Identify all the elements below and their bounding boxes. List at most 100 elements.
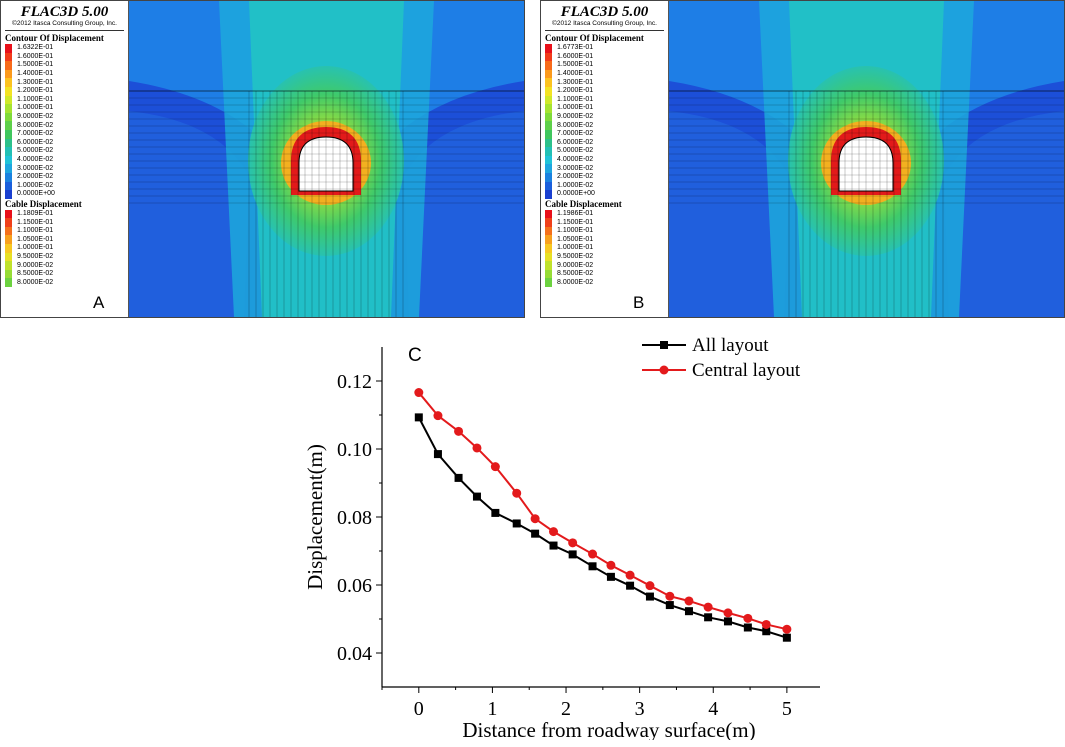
contour-legend-swatch	[5, 190, 12, 199]
x-tick-label: 4	[708, 698, 718, 720]
copyright-text: ©2012 Itasca Consulting Group, Inc.	[5, 20, 124, 31]
contour-legend-entry: 1.0000E-01	[545, 104, 664, 113]
contour-legend-entry: 4.0000E-02	[5, 155, 124, 165]
right-zone	[404, 111, 524, 317]
contour-legend-value: 4.0000E-02	[557, 156, 594, 164]
data-point-all-layout	[606, 572, 615, 581]
data-point-central-layout	[568, 538, 578, 548]
contour-legend-entry: 1.1000E-01	[545, 95, 664, 105]
cable-legend-swatch	[545, 235, 552, 245]
data-point-central-layout	[433, 411, 443, 421]
contour-legend-entry: 5.0000E-02	[545, 147, 664, 156]
cable-legend-entry: 8.0000E-02	[545, 278, 664, 288]
data-point-central-layout	[490, 462, 500, 472]
contour-legend-entry: 1.4000E-01	[545, 69, 664, 79]
contour-legend-value: 2.0000E-02	[17, 173, 54, 181]
y-tick-label: 0.10	[337, 439, 372, 461]
contour-legend-entry: 1.1000E-01	[5, 95, 124, 105]
left-zone	[129, 111, 249, 317]
contour-legend-entry: 3.0000E-02	[545, 164, 664, 173]
data-point-central-layout	[530, 514, 540, 524]
y-tick-label: 0.08	[337, 507, 372, 529]
legend-marker	[659, 365, 669, 375]
contour-legend-entry: 1.3000E-01	[5, 78, 124, 87]
contour-legend-swatch	[545, 164, 552, 173]
data-point-central-layout	[743, 613, 753, 623]
contour-legend-value: 9.0000E-02	[557, 113, 594, 121]
contour-legend-entry: 5.0000E-02	[5, 147, 124, 156]
roadway-opening	[298, 136, 354, 192]
cable-legend-swatch	[545, 244, 552, 253]
contour-legend-value: 1.0000E-02	[557, 181, 594, 189]
mesh-grid	[129, 90, 524, 317]
cable-legend-value: 8.0000E-02	[557, 278, 594, 286]
contour-legend-value: 1.0000E-02	[17, 181, 54, 189]
data-point-central-layout	[414, 388, 424, 398]
contour-legend-swatch	[5, 112, 12, 122]
data-point-central-layout	[454, 426, 464, 436]
contour-legend-value: 1.4000E-01	[17, 70, 54, 78]
data-point-all-layout	[472, 492, 481, 501]
cable-legend-swatch	[545, 218, 552, 227]
contour-legend-entry: 2.0000E-02	[5, 172, 124, 182]
y-tick-label: 0.12	[337, 371, 372, 393]
data-point-all-layout	[588, 562, 597, 571]
data-point-central-layout	[782, 624, 792, 634]
cable-legend-swatch	[5, 244, 12, 253]
contour-legend-swatch	[545, 147, 552, 156]
contour-legend: 1.6773E-01 1.6000E-01 1.5000E-01 1.4000E-01…	[545, 44, 664, 199]
simulation-panel-a: FLAC3D 5.00 ©2012 Itasca Consulting Grou…	[0, 0, 525, 318]
cable-legend-value: 1.1500E-01	[557, 218, 594, 226]
contour-legend-swatch	[5, 86, 12, 96]
data-point-central-layout	[512, 488, 522, 498]
cable-legend-swatch	[5, 269, 12, 279]
contour-legend-value: 1.0000E-01	[557, 104, 594, 112]
cable-legend: 1.1809E-01 1.1500E-01 1.1000E-01 1.0500E-01…	[5, 209, 124, 288]
cable-legend-value: 9.0000E-02	[557, 261, 594, 269]
left-zone	[669, 111, 789, 317]
cable-legend-value: 9.5000E-02	[17, 252, 54, 260]
cable-legend-entry: 9.5000E-02	[5, 252, 124, 262]
data-point-central-layout	[684, 596, 694, 606]
data-point-all-layout	[684, 607, 693, 616]
mesh-grid	[669, 90, 1064, 317]
panel-label-a: A	[93, 293, 105, 312]
contour-legend-swatch	[5, 147, 12, 156]
data-point-all-layout	[568, 550, 577, 559]
contour-legend-value: 6.0000E-02	[557, 138, 594, 146]
cable-legend-value: 8.5000E-02	[17, 270, 54, 278]
contour-legend-title: Contour Of Displacement	[5, 33, 104, 43]
simulation-panel-b: FLAC3D 5.00 ©2012 Itasca Consulting Grou…	[540, 0, 1065, 318]
contour-legend-value: 1.2000E-01	[557, 87, 594, 95]
software-title: FLAC3D 5.00	[560, 4, 649, 20]
contour-legend-entry: 7.0000E-02	[545, 129, 664, 139]
copyright-text: ©2012 Itasca Consulting Group, Inc.	[545, 20, 664, 31]
data-point-all-layout	[782, 633, 791, 642]
data-point-central-layout	[606, 560, 616, 570]
x-tick-label: 5	[782, 698, 792, 720]
cable-legend-swatch	[5, 278, 12, 288]
contour-legend-swatch	[545, 104, 552, 113]
cable-legend-swatch	[545, 226, 552, 236]
cable-legend: 1.1986E-01 1.1500E-01 1.1000E-01 1.0500E-01…	[545, 209, 664, 288]
cable-legend-entry: 8.0000E-02	[5, 278, 124, 288]
contour-legend-value: 3.0000E-02	[17, 164, 54, 172]
data-point-all-layout	[549, 541, 558, 550]
contour-legend-value: 1.6773E-01	[557, 44, 594, 52]
contour-legend-swatch	[5, 129, 12, 139]
cable-legend-entry: 1.1809E-01	[5, 209, 124, 219]
cable-legend-swatch	[545, 261, 552, 270]
cable-legend-value: 1.1986E-01	[557, 209, 594, 217]
contour-legend-swatch	[545, 52, 552, 62]
contour-legend-entry: 1.4000E-01	[5, 69, 124, 79]
cable-legend-entry: 1.1986E-01	[545, 209, 664, 219]
contour-legend-swatch	[545, 95, 552, 105]
contour-legend-entry: 0.0000E+00	[5, 190, 124, 199]
data-point-central-layout	[703, 602, 713, 612]
software-title: FLAC3D 5.00	[20, 4, 109, 20]
data-point-all-layout	[512, 519, 521, 528]
contour-legend-value: 8.0000E-02	[557, 121, 594, 129]
contour-legend-swatch	[5, 155, 12, 165]
contour-legend: 1.6322E-01 1.6000E-01 1.5000E-01 1.4000E-01…	[5, 44, 124, 199]
legend-label: All layout	[692, 335, 769, 356]
